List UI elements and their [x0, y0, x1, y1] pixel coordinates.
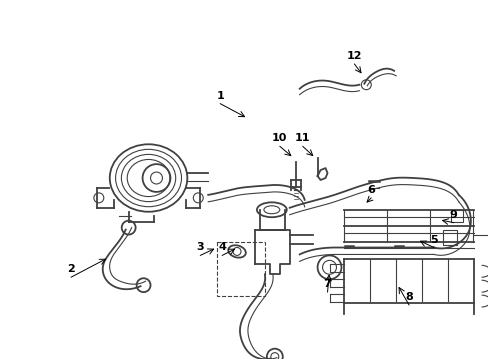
Text: 8: 8	[405, 292, 412, 302]
Text: 12: 12	[346, 51, 362, 61]
Text: 9: 9	[449, 210, 457, 220]
Bar	[217, 242, 264, 296]
Text: 4: 4	[218, 243, 225, 252]
Text: 7: 7	[323, 279, 331, 289]
Bar	[450, 210, 462, 222]
Text: 1: 1	[216, 91, 224, 101]
Text: 11: 11	[294, 133, 310, 143]
Text: 10: 10	[271, 133, 287, 143]
Text: 5: 5	[429, 234, 437, 244]
Text: 6: 6	[366, 185, 374, 195]
Text: 3: 3	[196, 243, 203, 252]
Bar	[442, 230, 456, 246]
Text: 2: 2	[67, 264, 75, 274]
